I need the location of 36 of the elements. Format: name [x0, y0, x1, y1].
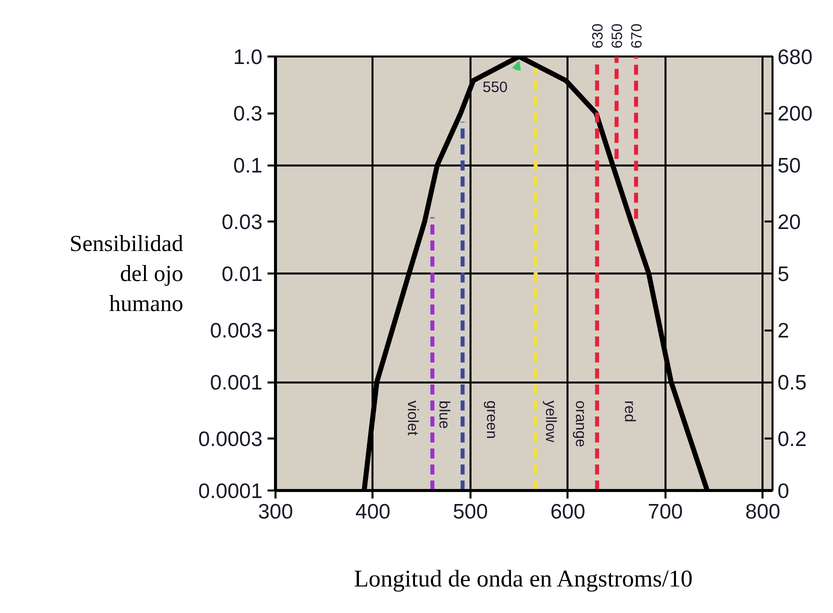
annotation: red	[620, 400, 638, 422]
x-axis-title: Longitud de onda en Angstroms/10	[354, 566, 693, 592]
x2-tick-label: 650	[609, 23, 626, 48]
x-tick-label: 500	[452, 500, 488, 524]
text: 200	[778, 102, 813, 126]
x2-tick-label: 670	[628, 23, 646, 48]
text: 680	[778, 46, 813, 69]
y-tick-label: 0.003	[210, 320, 263, 343]
annotation: yellow	[542, 400, 559, 442]
y-tick-label: 1.0	[233, 46, 263, 69]
text: 50	[778, 154, 801, 178]
x-tick-label: 600	[550, 500, 586, 524]
x-tick-label: 400	[355, 500, 390, 524]
x2-tick-label: 630	[590, 23, 607, 48]
y-tick-label: 0.3	[233, 102, 263, 126]
text: 0	[778, 480, 790, 503]
text: 5	[778, 263, 790, 286]
x-tick-label: 700	[648, 500, 683, 524]
annotation: 550	[482, 79, 508, 96]
annotation: green	[483, 400, 500, 439]
y-tick-label: 0.0001	[198, 480, 263, 503]
text: 2	[778, 320, 790, 343]
y-tick-label: 0.1	[233, 154, 263, 178]
y-tick-label: 0.01	[222, 263, 263, 286]
annotation: orange	[572, 400, 590, 448]
text: 0.5	[778, 372, 807, 394]
text: 20	[778, 211, 801, 234]
annotation: blue	[435, 400, 452, 429]
text: 0.2	[778, 428, 807, 452]
y-tick-label: 0.001	[210, 372, 263, 394]
y-axis-title: Sensibilidad del ojo humano	[70, 231, 184, 316]
x-tick-label: 300	[258, 500, 294, 524]
y-tick-label: 0.0003	[198, 428, 263, 452]
y-tick-label: 0.03	[222, 211, 263, 234]
annotation: violet	[404, 400, 422, 436]
x-tick-label: 800	[745, 500, 780, 524]
